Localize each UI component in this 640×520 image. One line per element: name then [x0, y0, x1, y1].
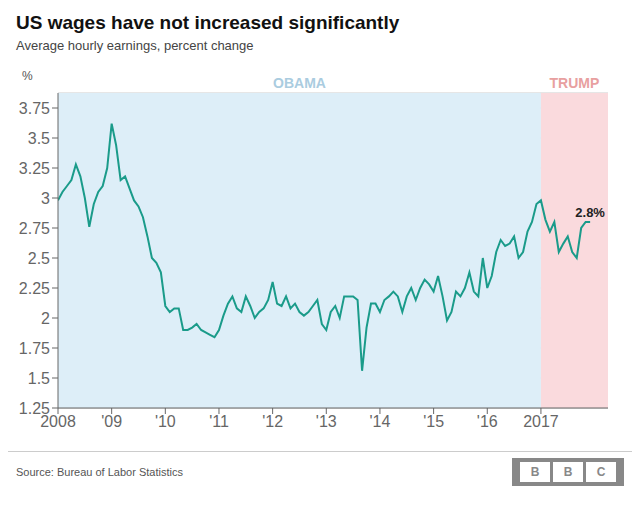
html-text:US wages have not increased si: US wages have not increased significantl…: [16, 12, 400, 33]
svg-text:2.5: 2.5: [28, 250, 50, 267]
svg-text:OBAMA: OBAMA: [273, 75, 326, 91]
svg-text:3.25: 3.25: [19, 160, 50, 177]
html-text:Source: Bureau of Labor Statis: Source: Bureau of Labor Statistics: [16, 466, 183, 478]
svg-text:'14: '14: [370, 413, 391, 430]
svg-text:'13: '13: [316, 413, 337, 430]
html-text:C: C: [596, 465, 606, 479]
html-text:Average hourly earnings, perce: Average hourly earnings, percent change: [16, 38, 254, 53]
svg-text:3: 3: [41, 190, 50, 207]
svg-text:'12: '12: [262, 413, 283, 430]
html-text:B: B: [563, 465, 573, 479]
svg-text:3.75: 3.75: [19, 100, 50, 117]
svg-text:2008: 2008: [40, 413, 76, 431]
svg-text:TRUMP: TRUMP: [550, 75, 600, 91]
svg-text:1.5: 1.5: [28, 370, 50, 387]
svg-text:1.25: 1.25: [19, 400, 50, 417]
svg-text:'16: '16: [477, 413, 498, 430]
svg-text:3.5: 3.5: [28, 130, 50, 147]
svg-text:'15: '15: [423, 413, 444, 430]
svg-text:2.8%: 2.8%: [575, 205, 605, 220]
svg-text:2017: 2017: [523, 413, 559, 430]
svg-text:2.25: 2.25: [19, 280, 50, 297]
svg-text:1.75: 1.75: [19, 340, 50, 357]
svg-text:'10: '10: [155, 413, 176, 430]
svg-text:2.75: 2.75: [19, 220, 50, 237]
html-text:B: B: [530, 465, 540, 479]
svg-text:'11: '11: [209, 413, 229, 430]
svg-text:2: 2: [41, 310, 50, 327]
svg-text:'09: '09: [101, 413, 122, 430]
